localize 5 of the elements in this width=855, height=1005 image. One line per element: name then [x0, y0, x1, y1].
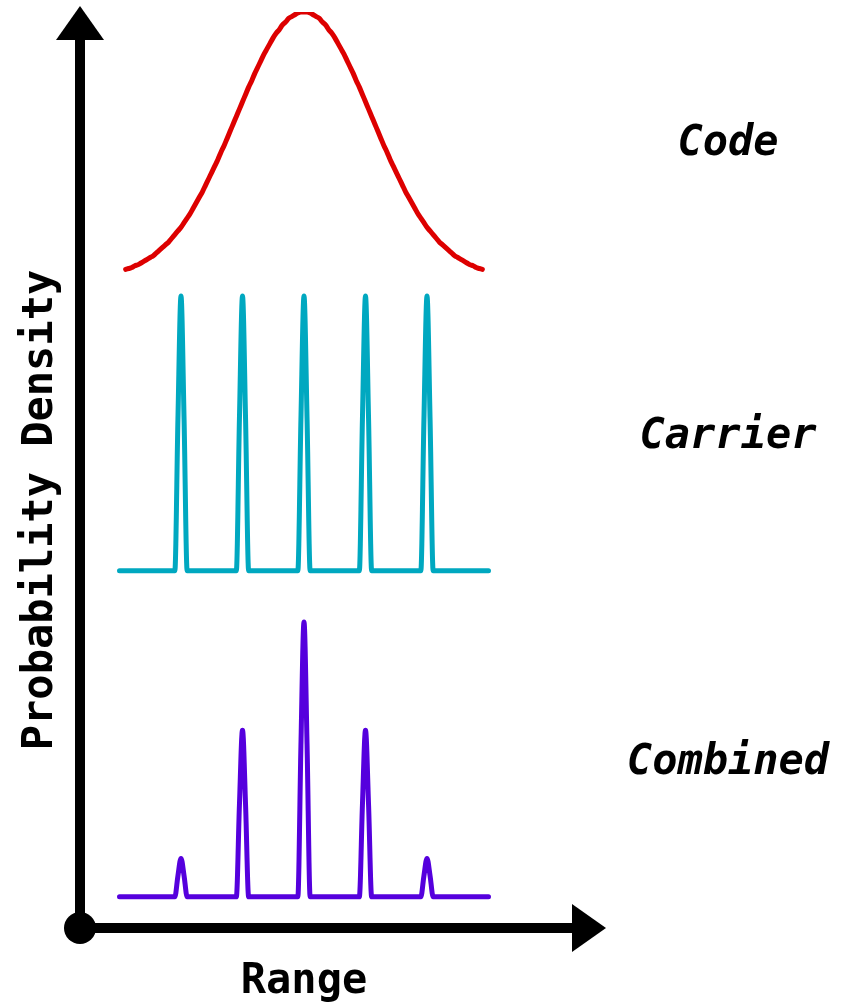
text: Combined	[626, 734, 831, 784]
x-axis-title: Range	[240, 953, 368, 1003]
text: Carrier	[639, 408, 818, 458]
text: Code	[677, 116, 779, 166]
y-axis-title: Probability Density	[12, 269, 62, 751]
